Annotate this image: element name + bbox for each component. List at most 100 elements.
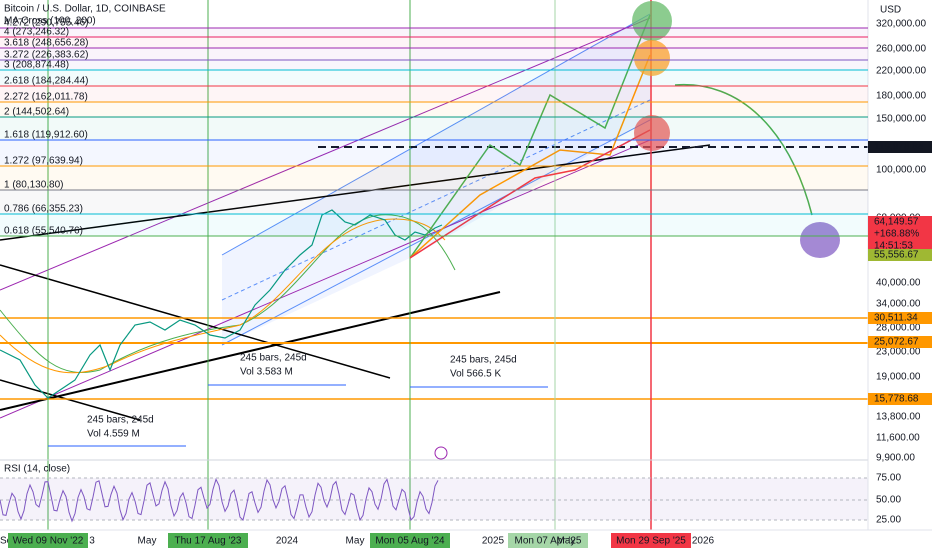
fib-label: 4.272 (290,755.46) xyxy=(4,18,89,29)
date-tag xyxy=(508,533,588,548)
fib-label: 0.786 (66,355.23) xyxy=(4,204,83,215)
time-label: Thu 17 Aug '23 xyxy=(175,536,242,547)
target-circle xyxy=(634,40,670,76)
measure-label: Vol 566.5 K xyxy=(450,369,501,380)
channel-fill xyxy=(222,14,650,345)
price-tag-text: 14:51:53 xyxy=(874,241,913,252)
fib-label: 2.272 (162,011.78) xyxy=(4,92,88,103)
fib-label: 1 (80,130.80) xyxy=(4,180,64,191)
fib-zone xyxy=(0,214,868,236)
symbol-title: Bitcoin / U.S. Dollar, 1D, COINBASE xyxy=(4,4,166,15)
price-label: 150,000.00 xyxy=(876,114,926,125)
measure-label: Vol 3.583 M xyxy=(240,367,293,378)
fib-zone xyxy=(0,140,868,166)
fib-label: 3.618 (248,656.28) xyxy=(4,38,89,49)
price-tag xyxy=(868,312,932,324)
trend-line xyxy=(0,379,141,421)
time-label: 3 xyxy=(89,536,95,547)
rsi-band xyxy=(0,478,868,520)
date-tag xyxy=(168,533,248,548)
fib-label: 4 (273,246.32) xyxy=(4,27,69,38)
price-label: 11,600.00 xyxy=(876,433,920,444)
price-tag xyxy=(868,141,932,153)
time-label: Wed 09 Nov '22 xyxy=(13,536,84,547)
time-label: Mon 29 Sep '25 xyxy=(616,536,686,547)
price-label: 180,000.00 xyxy=(876,91,926,102)
projection xyxy=(409,54,651,259)
fib-label: 1.618 (119,912.60) xyxy=(4,130,88,141)
price-label: 260,000.00 xyxy=(876,44,926,55)
price-label: 23,000.00 xyxy=(876,347,921,358)
fib-zone xyxy=(0,190,868,214)
target-circle xyxy=(632,1,672,41)
price-tag-text: +168.88% xyxy=(874,229,919,240)
fib-label: 3 (208,874.48) xyxy=(4,60,69,71)
measure-label: Vol 4.559 M xyxy=(87,429,140,440)
price-tag xyxy=(868,393,932,405)
channel-mid xyxy=(221,99,651,301)
price-label: 100,000.00 xyxy=(876,165,926,176)
fib-zone xyxy=(0,37,868,48)
projection xyxy=(409,129,651,259)
price-label: 13,800.00 xyxy=(876,412,921,423)
price-label: 320,000.00 xyxy=(876,19,926,30)
rsi-title: RSI (14, close) xyxy=(4,464,70,475)
time-label: Mon 05 Aug '24 xyxy=(375,536,445,547)
price-tag xyxy=(868,336,932,348)
price-tag-text: 15,778.68 xyxy=(874,394,919,405)
price-label: 220,000.00 xyxy=(876,66,926,77)
price-label: 40,000.00 xyxy=(876,278,921,289)
fib-zone xyxy=(0,86,868,102)
date-tag xyxy=(370,533,450,548)
time-label: Se xyxy=(0,536,13,547)
target-circle xyxy=(800,222,840,258)
indicator-title: MA Cross (100, 200) xyxy=(4,16,96,27)
time-label: May xyxy=(346,536,365,547)
time-label: Mon 07 Apr '25 xyxy=(515,536,582,547)
price-label: 19,000.00 xyxy=(876,372,921,383)
fib-zone xyxy=(0,117,868,140)
fib-zone xyxy=(0,102,868,117)
rsi-axis-label: 25.00 xyxy=(876,515,901,526)
trend-line xyxy=(0,264,391,379)
icon xyxy=(434,446,448,460)
time-label: 2025 xyxy=(482,536,505,547)
time-label: May xyxy=(138,536,157,547)
time-label: 2024 xyxy=(276,536,299,547)
fib-label: 1.272 (97,639.94) xyxy=(4,156,83,167)
measure-label: 245 bars, 245d xyxy=(450,355,517,366)
fib-zone xyxy=(0,48,868,60)
price-tag-text: 55,556.67 xyxy=(874,250,919,261)
rsi-axis-label: 75.00 xyxy=(876,473,901,484)
channel-line xyxy=(221,13,651,256)
fib-label: 2 (144,502.64) xyxy=(4,107,69,118)
ma-line xyxy=(0,218,446,374)
rsi-axis-label: 50.00 xyxy=(876,495,901,506)
date-tag xyxy=(611,533,691,548)
purple-channel xyxy=(0,139,651,419)
price-label: 28,000.00 xyxy=(876,323,921,334)
price xyxy=(0,209,443,399)
date-tag xyxy=(8,533,88,548)
time-label: May xyxy=(557,536,576,547)
projection xyxy=(409,14,651,259)
price-tag xyxy=(868,249,932,261)
price-tag-text: 119,878.84 xyxy=(874,142,924,153)
measure-label: 245 bars, 245d xyxy=(240,353,307,364)
price-tag xyxy=(868,216,932,252)
time-label: 2026 xyxy=(692,536,715,547)
rsi-line xyxy=(0,478,439,523)
fib-zone xyxy=(0,166,868,190)
currency: USD xyxy=(880,5,901,16)
target-circle xyxy=(634,115,670,151)
fib-label: 3.272 (226,383.62) xyxy=(4,50,89,61)
measure-label: 245 bars, 245d xyxy=(87,415,154,426)
price-label: 9,900.00 xyxy=(876,453,915,464)
fib-zone xyxy=(0,70,868,86)
price-label: 34,000.00 xyxy=(876,299,921,310)
price-tag-text: 64,149.57 xyxy=(874,217,919,228)
fib-label: 2.618 (184,284.44) xyxy=(4,76,89,87)
fib-zone xyxy=(0,28,868,37)
